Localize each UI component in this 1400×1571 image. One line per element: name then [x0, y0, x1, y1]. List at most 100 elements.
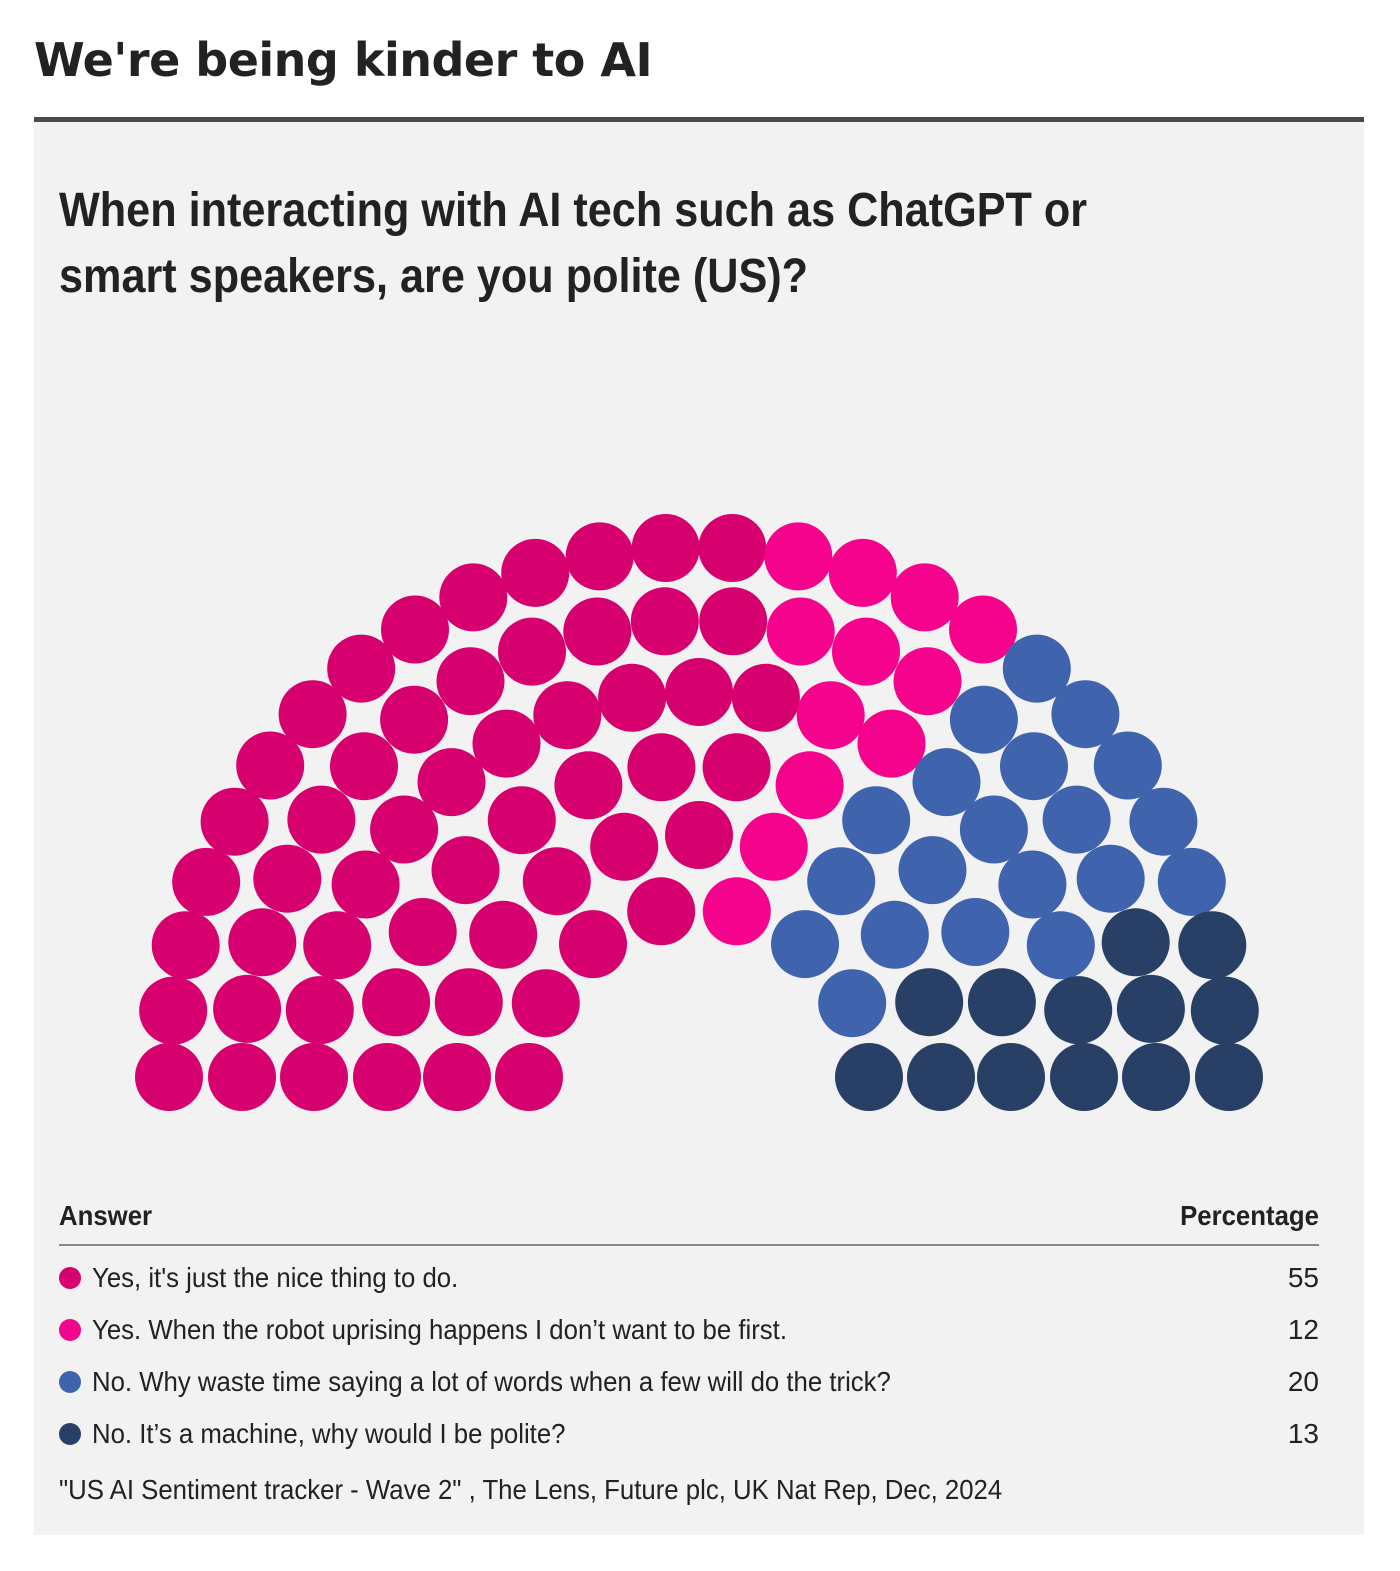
seat-dot-series-1	[598, 663, 667, 732]
seat-dot-series-1	[665, 658, 733, 726]
seat-dot-series-1	[417, 748, 486, 817]
seat-dot-series-1	[590, 812, 659, 881]
seat-dot-series-1	[702, 733, 771, 802]
legend-dot	[59, 1319, 81, 1341]
parliament-chart	[135, 514, 1263, 1111]
legend-row: No. It’s a machine, why would I be polit…	[59, 1414, 1319, 1454]
seat-dot-series-1	[139, 976, 208, 1045]
seat-dot-series-1	[627, 733, 696, 802]
seat-dot-series-1	[331, 850, 400, 919]
source-note: "US AI Sentiment tracker - Wave 2" , The…	[59, 1474, 1003, 1505]
seat-dot-series-4	[907, 1043, 975, 1111]
seat-dot-series-4	[967, 968, 1036, 1037]
legend-label: Yes. When the robot uprising happens I d…	[92, 1314, 788, 1345]
seat-dot-series-1	[472, 709, 541, 778]
seat-dot-series-2	[949, 595, 1017, 664]
seat-dot-series-3	[842, 786, 911, 855]
seat-dot-series-3	[1000, 732, 1068, 801]
seat-dot-series-1	[303, 911, 372, 980]
seat-dot-series-2	[775, 751, 844, 820]
legend-value: 55	[1287, 1262, 1319, 1293]
seat-dot-series-1	[630, 587, 699, 656]
seat-dot-series-4	[1044, 976, 1113, 1045]
seat-dot-series-1	[563, 597, 632, 666]
seat-dot-series-1	[327, 634, 396, 703]
legend-row: Yes. When the robot uprising happens I d…	[59, 1310, 1319, 1350]
seat-dot-series-1	[280, 1043, 348, 1111]
legend-dot	[59, 1371, 81, 1393]
seat-dot-series-1	[380, 685, 449, 754]
seat-dot-series-1	[533, 681, 602, 750]
seat-dot-series-1	[495, 1043, 563, 1111]
seat-dot-series-2	[893, 647, 962, 716]
seat-dot-series-1	[431, 836, 500, 905]
seat-dot-series-1	[151, 911, 220, 980]
seat-dot-series-1	[381, 595, 449, 664]
seat-dot-series-4	[1050, 1043, 1118, 1111]
seat-dot-series-1	[236, 731, 305, 800]
seat-dot-series-4	[1195, 1043, 1263, 1111]
seat-dot-series-1	[388, 898, 457, 966]
seat-dot-series-1	[213, 974, 282, 1043]
legend-value: 13	[1287, 1418, 1319, 1449]
seat-dot-series-1	[627, 877, 696, 946]
seat-dot-series-2	[890, 563, 959, 632]
seat-dot-series-1	[522, 847, 591, 916]
seat-dot-series-1	[135, 1043, 203, 1111]
title-divider	[34, 117, 1364, 122]
seat-dot-series-1	[559, 910, 627, 979]
seat-dot-series-3	[898, 836, 967, 905]
legend-dot	[59, 1267, 81, 1289]
seat-dot-series-1	[285, 976, 354, 1045]
seat-dot-series-3	[1051, 680, 1120, 749]
seat-dot-series-1	[511, 969, 580, 1038]
seat-dot-series-1	[172, 847, 241, 916]
seat-dot-series-2	[832, 617, 900, 686]
seat-dot-series-3	[771, 910, 839, 979]
seat-dot-series-2	[764, 522, 833, 591]
seat-dot-series-1	[631, 514, 700, 582]
legend-answer-header: Answer	[59, 1200, 153, 1231]
seat-dot-series-2	[702, 877, 771, 946]
seat-dot-series-1	[501, 538, 570, 607]
legend-value: 20	[1287, 1366, 1319, 1397]
seat-dot-series-1	[287, 785, 356, 854]
seat-dot-series-4	[895, 968, 964, 1037]
seat-dot-series-1	[253, 844, 322, 913]
seat-dot-series-2	[766, 597, 835, 666]
chart-title: When interacting with AI tech such as Ch…	[59, 184, 1088, 303]
seat-dot-series-1	[278, 680, 347, 749]
seat-dot-series-1	[731, 663, 800, 732]
page-title: We're being kinder to AI	[34, 33, 653, 87]
seat-dot-series-3	[1157, 847, 1226, 916]
seat-dot-series-3	[1026, 911, 1095, 980]
seat-dot-series-1	[200, 787, 269, 856]
legend-label: Yes, it's just the nice thing to do.	[92, 1262, 459, 1293]
seat-dot-series-1	[228, 908, 297, 977]
seat-dot-series-1	[665, 801, 733, 869]
seat-dot-series-3	[807, 847, 876, 916]
legend-row: Yes, it's just the nice thing to do. 55	[59, 1258, 1319, 1298]
seat-dot-series-3	[1129, 787, 1198, 856]
seat-dot-series-4	[977, 1043, 1045, 1111]
seat-dot-series-3	[998, 850, 1067, 919]
seat-dot-series-1	[370, 795, 439, 864]
seat-dot-series-2	[857, 709, 926, 778]
seat-dot-series-4	[1122, 1043, 1190, 1111]
seat-dot-series-2	[828, 538, 897, 607]
seat-dot-series-4	[835, 1043, 903, 1111]
legend-percentage-header: Percentage	[1180, 1200, 1319, 1231]
seat-dot-series-1	[208, 1043, 276, 1111]
chart-card: When interacting with AI tech such as Ch…	[34, 122, 1364, 1535]
seat-dot-series-2	[796, 681, 865, 750]
seat-dot-series-4	[1190, 976, 1259, 1045]
seat-dot-series-3	[912, 748, 981, 817]
seat-dot-series-1	[565, 522, 634, 591]
seat-dot-series-3	[1076, 844, 1145, 913]
seat-dot-series-4	[1178, 911, 1247, 980]
seat-dot-series-4	[1116, 974, 1185, 1043]
seat-dot-series-1	[699, 587, 768, 656]
seat-dot-series-1	[330, 732, 398, 801]
seat-dot-series-1	[434, 968, 503, 1037]
seat-dot-series-3	[959, 795, 1028, 864]
